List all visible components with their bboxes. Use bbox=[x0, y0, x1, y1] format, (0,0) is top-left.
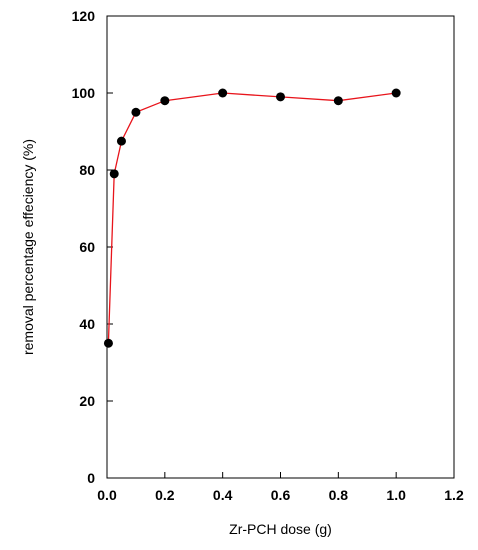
y-tick-label: 120 bbox=[72, 8, 96, 24]
series-line bbox=[107, 92, 397, 344]
x-tick-label: 1.2 bbox=[444, 487, 464, 503]
y-tick-label: 40 bbox=[79, 316, 95, 332]
x-axis-title: Zr-PCH dose (g) bbox=[229, 521, 332, 537]
data-point bbox=[391, 88, 401, 98]
data-point bbox=[218, 88, 228, 98]
ticks-layer: 0.0 0.2 0.4 0.6 0.8 1.0 1.2 0 20 40 60 80 100 120 bbox=[72, 8, 464, 503]
y-tick-label: 60 bbox=[79, 239, 95, 255]
y-tick-label: 100 bbox=[72, 85, 96, 101]
x-tick-label: 1.0 bbox=[386, 487, 406, 503]
x-tick-label: 0.8 bbox=[329, 487, 349, 503]
data-point bbox=[103, 338, 113, 348]
y-tick-label: 20 bbox=[79, 393, 95, 409]
data-point bbox=[116, 136, 126, 146]
data-point bbox=[109, 169, 119, 179]
data-point bbox=[276, 92, 285, 102]
y-tick-label: 0 bbox=[87, 470, 95, 486]
x-tick-label: 0.0 bbox=[97, 487, 117, 503]
data-point bbox=[160, 96, 170, 106]
plot-frame bbox=[106, 15, 455, 479]
data-point bbox=[333, 96, 343, 106]
x-tick-label: 0.2 bbox=[155, 487, 175, 503]
x-tick-label: 0.4 bbox=[213, 487, 233, 503]
y-tick-label: 80 bbox=[79, 162, 95, 178]
y-axis-title: removal percentage effeciency (%) bbox=[20, 139, 36, 355]
x-tick-label: 0.6 bbox=[271, 487, 291, 503]
series-layer bbox=[103, 88, 401, 348]
data-point bbox=[131, 107, 141, 117]
